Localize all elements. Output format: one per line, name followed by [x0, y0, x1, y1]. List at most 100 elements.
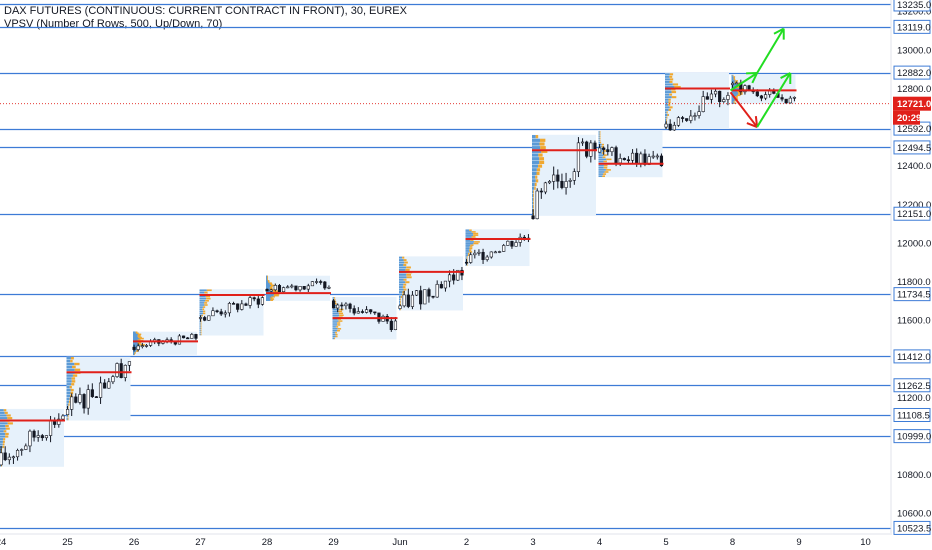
volume-down-bar: [535, 179, 539, 183]
volume-up-bar: [731, 91, 739, 94]
time-axis[interactable]: 24 25 26 27 28 29 Jun 2 3 4 5 8 9 10: [0, 537, 871, 548]
candle-body: [477, 251, 481, 254]
volume-up-bar: [399, 308, 401, 311]
volume-down-bar: [470, 244, 474, 246]
candle-body: [15, 450, 20, 458]
candle-body: [194, 334, 198, 339]
candle-body: [626, 159, 631, 162]
level-label-box: [893, 206, 931, 221]
candle-body: [564, 181, 568, 188]
candle-body: [610, 147, 614, 153]
candle-body: [260, 297, 265, 305]
volume-down-bar: [402, 291, 405, 294]
candle-body: [290, 285, 294, 288]
candle-body: [132, 346, 136, 350]
volume-down-bar: [72, 365, 76, 369]
candle-body: [568, 179, 572, 182]
volume-up-bar: [731, 99, 735, 102]
volume-down-bar: [539, 160, 545, 165]
candle-body: [572, 171, 576, 181]
volume-down-bar: [403, 264, 407, 266]
volume-up-bar: [465, 264, 467, 266]
volume-up-bar: [332, 297, 335, 299]
candle-body: [560, 180, 564, 188]
volume-down-bar: [668, 101, 671, 104]
volume-up-bar: [532, 153, 539, 157]
candle-body: [456, 269, 460, 281]
volume-up-bar: [532, 168, 537, 172]
volume-down-bar: [339, 314, 344, 317]
candle-body: [672, 124, 676, 131]
candle-body: [452, 274, 456, 281]
volume-down-bar: [600, 141, 602, 144]
candle-body: [207, 315, 211, 321]
volume-up-bar: [266, 297, 270, 299]
volume-up-bar: [399, 288, 404, 291]
volume-up-bar: [332, 329, 337, 332]
volume-down-bar: [539, 157, 545, 161]
volume-down-bar: [603, 166, 608, 169]
volume-down-bar: [667, 113, 669, 117]
volume-up-bar: [731, 78, 734, 81]
volume-up-bar: [399, 264, 404, 266]
volume-up-bar: [332, 328, 338, 330]
volume-up-bar: [399, 300, 401, 303]
volume-up-bar: [66, 394, 71, 398]
candle-body: [693, 115, 697, 117]
volume-down-bar: [733, 76, 736, 78]
volume-up-bar: [199, 325, 201, 327]
volume-up-bar: [266, 278, 268, 281]
countdown-label: 20:29: [897, 113, 921, 124]
volume-down-bar: [400, 303, 401, 306]
candle-body: [697, 111, 701, 116]
time-tick-label: Jun: [392, 537, 407, 548]
candle-body: [701, 96, 705, 112]
candle-body: [244, 303, 248, 306]
candle-body: [439, 284, 443, 289]
volume-down-bar: [70, 388, 74, 392]
level-label-box: [893, 378, 931, 393]
candle-body: [556, 174, 560, 182]
candle-body: [547, 181, 552, 184]
price-axis[interactable]: 10600.010800.011000.011200.011400.011600…: [893, 0, 931, 535]
volume-down-bar: [70, 359, 73, 363]
volume-down-bar: [466, 261, 468, 263]
volume-up-bar: [598, 160, 604, 163]
volume-down-bar: [137, 341, 142, 344]
candle-body: [585, 141, 589, 157]
volume-down-bar: [467, 254, 470, 256]
volume-down-bar: [534, 186, 536, 190]
volume-up-bar: [133, 335, 138, 338]
candle-body: [70, 396, 74, 410]
level-label-box: [893, 407, 931, 422]
volume-up-bar: [66, 368, 75, 372]
candle-body: [435, 284, 439, 298]
candle-body: [107, 381, 111, 389]
price-tick-label: 12000.0: [897, 238, 931, 249]
projection-arrows: [729, 27, 792, 128]
volume-up-bar: [731, 76, 734, 78]
volume-down-bar: [200, 327, 202, 329]
candle-body: [111, 376, 115, 383]
volume-up-bar: [465, 246, 470, 248]
symbol-title[interactable]: DAX FUTURES (CONTINUOUS: CURRENT CONTRAC…: [4, 5, 407, 17]
volume-up-bar: [731, 97, 736, 99]
volume-up-bar: [332, 331, 336, 334]
volume-down-bar: [669, 78, 674, 81]
volume-up-bar: [465, 239, 471, 241]
candle-body: [668, 123, 672, 131]
volume-down-bar: [336, 329, 340, 332]
volume-up-bar: [665, 106, 670, 109]
price-tick-label: 12400.0: [897, 161, 931, 172]
volume-up-bar: [133, 352, 135, 355]
volume-down-bar: [1, 464, 2, 467]
candle-body: [281, 287, 286, 292]
candle-body: [103, 382, 107, 389]
volume-down-bar: [606, 158, 612, 161]
candle-body: [369, 309, 373, 313]
volume-down-bar: [269, 286, 273, 289]
volume-up-bar: [332, 335, 336, 338]
volume-up-bar: [399, 298, 401, 301]
volume-up-bar: [332, 314, 340, 317]
